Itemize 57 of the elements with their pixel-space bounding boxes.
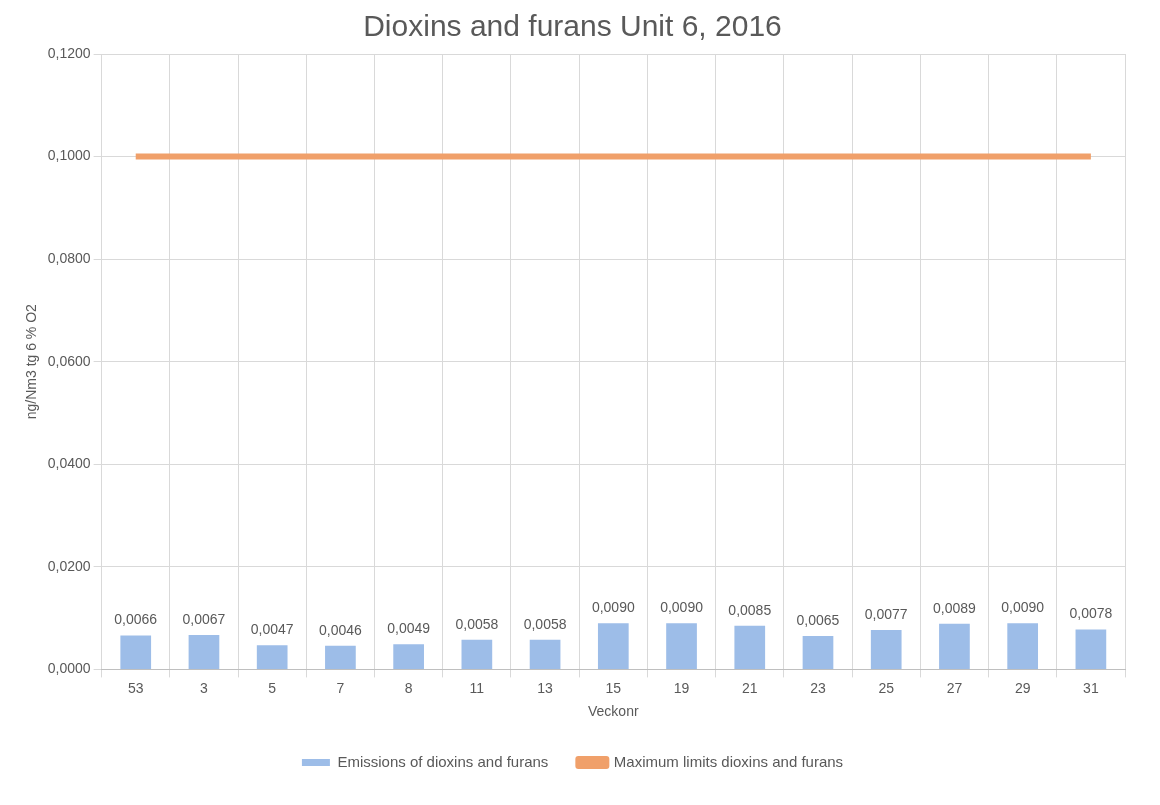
x-axis-title: Veckonr	[588, 703, 639, 720]
data-label: 0,0078	[1069, 605, 1113, 622]
y-tick-label: 0,1200	[47, 44, 91, 61]
x-tick-label: 29	[1014, 679, 1031, 696]
y-tick-label: 0,0200	[47, 557, 91, 574]
bar	[256, 645, 288, 669]
bar	[461, 639, 493, 669]
bar	[529, 639, 561, 669]
data-label: 0,0047	[250, 621, 294, 638]
y-tick-label: 0,0400	[47, 455, 91, 472]
legend-label: Maximum limits dioxins and furans	[613, 752, 844, 770]
data-label: 0,0067	[182, 610, 226, 627]
data-label: 0,0058	[455, 615, 499, 632]
bar	[393, 644, 424, 669]
x-tick-label: 7	[336, 679, 345, 696]
x-tick-label: 3	[200, 679, 209, 696]
y-tick-label: 0,1000	[47, 147, 91, 164]
bar	[666, 623, 697, 669]
data-label: 0,0066	[114, 611, 158, 628]
data-label: 0,0089	[933, 599, 977, 616]
x-tick-label: 23	[810, 679, 826, 696]
x-tick-label: 53	[127, 679, 144, 696]
bar	[325, 645, 356, 669]
data-label: 0,0090	[1001, 599, 1045, 616]
x-tick-label: 8	[404, 679, 413, 696]
bar	[802, 636, 834, 669]
data-label: 0,0090	[591, 599, 635, 616]
data-label: 0,0077	[864, 605, 908, 622]
x-tick-label: 25	[878, 679, 895, 696]
chart-title: Dioxins and furans Unit 6, 2016	[363, 9, 782, 43]
data-label: 0,0049	[387, 620, 431, 637]
y-axis-title: ng/Nm3 tg 6 % O2	[23, 303, 40, 420]
y-tick-label: 0,0600	[47, 352, 91, 369]
data-label: 0,0058	[523, 615, 567, 632]
x-tick-label: 21	[741, 679, 758, 696]
bar	[1007, 623, 1039, 669]
bar	[870, 629, 902, 669]
x-tick-label: 15	[605, 679, 622, 696]
data-label: 0,0085	[728, 601, 772, 618]
x-tick-label: 31	[1083, 679, 1099, 696]
bar	[1075, 629, 1107, 669]
bar	[188, 635, 220, 669]
x-tick-label: 5	[268, 679, 277, 696]
data-label: 0,0065	[796, 611, 840, 628]
bar	[734, 625, 766, 669]
bar	[597, 623, 629, 669]
legend-label: Emissions of dioxins and furans	[337, 752, 549, 770]
x-tick-label: 13	[537, 679, 554, 696]
x-tick-label: 11	[469, 679, 485, 696]
bar	[939, 623, 970, 669]
y-tick-label: 0,0800	[47, 249, 91, 266]
y-tick-label: 0,0000	[47, 660, 91, 677]
data-label: 0,0090	[660, 599, 704, 616]
bar	[120, 635, 152, 669]
data-label: 0,0046	[318, 621, 363, 638]
x-tick-label: 27	[946, 679, 963, 696]
x-tick-label: 19	[673, 679, 690, 696]
